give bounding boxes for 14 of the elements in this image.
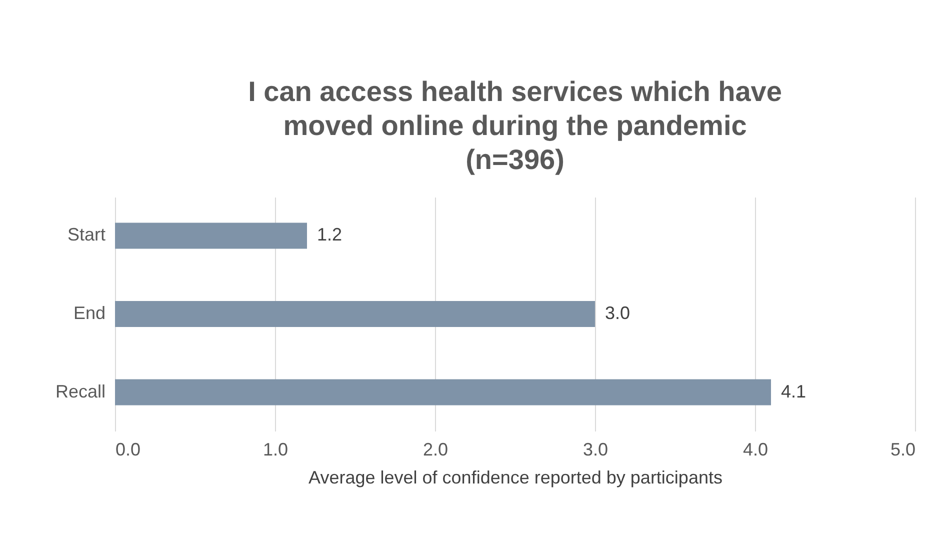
y-tick-label: Recall [55,381,106,402]
data-label: 1.2 [317,224,342,245]
x-axis-title: Average level of confidence reported by participants [308,468,722,488]
chart-title: I can access health services which have moved online during the pandemic (n=396) [248,76,782,175]
x-tick-label: 4.0 [742,440,768,460]
data-label: 4.1 [781,381,806,402]
y-tick-label: Start [67,224,106,245]
x-tick-label: 1.0 [262,440,288,460]
data-label: 3.0 [605,303,630,323]
x-tick-label: 0.0 [116,440,141,460]
y-tick-label: End [73,303,106,323]
x-tick-label: 5.0 [890,440,916,460]
x-tick-label: 2.0 [422,440,448,460]
x-tick-label: 3.0 [582,440,608,460]
